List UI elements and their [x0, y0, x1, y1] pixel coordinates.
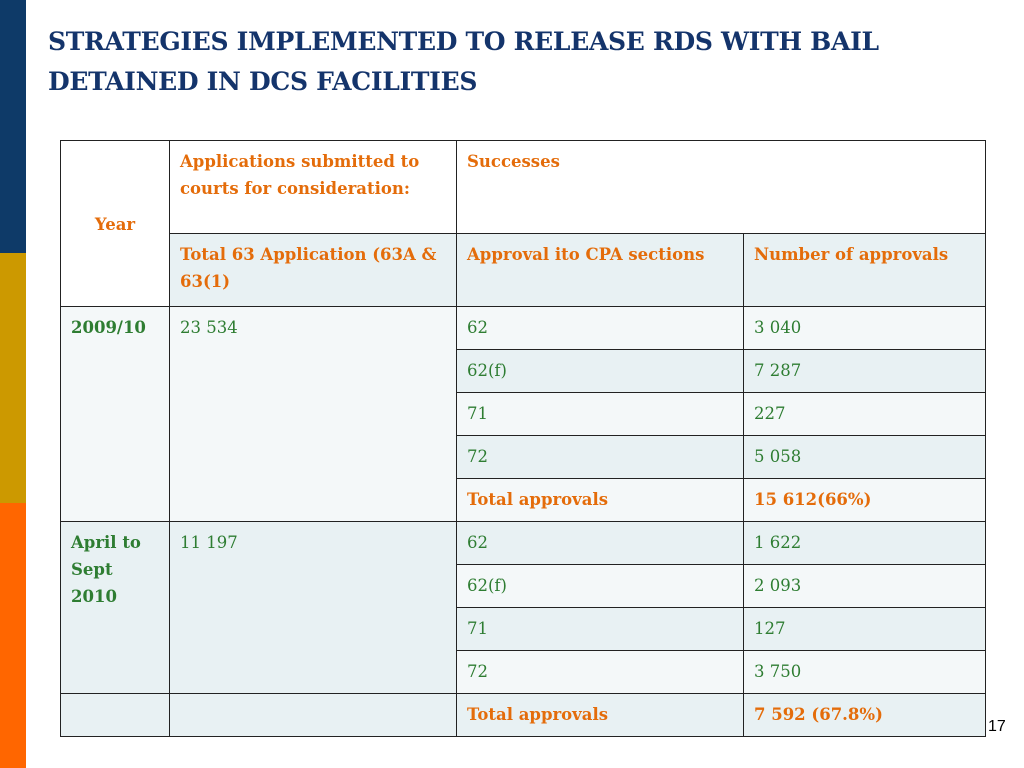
- approvals-cell: 127: [743, 607, 986, 651]
- table-row: April to Sept 2010 11 197 62 1 622: [60, 521, 986, 694]
- total-row: Total approvals 7 592 (67.8%): [60, 693, 986, 737]
- approvals-cell: 3 750: [743, 650, 986, 694]
- section-cell: 71: [456, 607, 744, 651]
- section-cell: 71: [456, 392, 744, 436]
- year-cell: 2009/10: [60, 306, 170, 522]
- section-cell: 72: [456, 435, 744, 479]
- table-row: 72 5 058: [61, 435, 986, 479]
- approvals-cell: 5 058: [743, 435, 986, 479]
- total-value: 7 592 (67.8%): [743, 693, 986, 737]
- header-successes: Successes: [456, 140, 986, 234]
- section-cell: 62(f): [456, 564, 744, 608]
- total-row: Total approvals 15 612(66%): [61, 478, 986, 522]
- header-number-approvals: Number of approvals: [743, 233, 986, 307]
- side-bar-orange: [0, 503, 26, 768]
- section-cell: 72: [456, 650, 744, 694]
- table-row: 71 127: [61, 607, 986, 651]
- section-cell: 62: [456, 521, 744, 565]
- header-year: Year: [60, 140, 170, 307]
- total-label: Total approvals: [456, 693, 744, 737]
- data-table: Year Applications submitted to courts fo…: [60, 140, 986, 737]
- approvals-cell: 227: [743, 392, 986, 436]
- empty-cell: [60, 693, 170, 737]
- header-approval-sections: Approval ito CPA sections: [456, 233, 744, 307]
- applications-cell: 11 197: [169, 521, 457, 694]
- total-value: 15 612(66%): [743, 478, 986, 522]
- approvals-cell: 3 040: [743, 306, 986, 350]
- approvals-cell: 1 622: [743, 521, 986, 565]
- total-label: Total approvals: [456, 478, 744, 522]
- empty-cell: [169, 693, 457, 737]
- slide-title: STRATEGIES IMPLEMENTED TO RELEASE RDS WI…: [48, 27, 879, 96]
- table-row: 62(f) 2 093: [61, 564, 986, 608]
- year-cell: April to Sept 2010: [60, 521, 170, 694]
- header-total-applications: Total 63 Application (63A & 63(1): [169, 233, 457, 307]
- table-row: 71 227: [61, 392, 986, 436]
- header-row-1: Year Applications submitted to courts fo…: [60, 140, 986, 307]
- header-applications: Applications submitted to courts for con…: [169, 140, 457, 234]
- header-row-2: Total 63 Application (63A & 63(1) Approv…: [61, 233, 986, 307]
- applications-cell: 23 534: [169, 306, 457, 522]
- section-cell: 62: [456, 306, 744, 350]
- table-row: 72 3 750: [61, 650, 986, 694]
- section-cell: 62(f): [456, 349, 744, 393]
- page-number: 17: [988, 718, 1006, 735]
- table-row: 62(f) 7 287: [61, 349, 986, 393]
- approvals-cell: 7 287: [743, 349, 986, 393]
- approvals-cell: 2 093: [743, 564, 986, 608]
- side-bar-gold: [0, 253, 26, 503]
- side-bar-navy: [0, 0, 26, 253]
- table-row: 2009/10 23 534 62 3 040: [60, 306, 986, 522]
